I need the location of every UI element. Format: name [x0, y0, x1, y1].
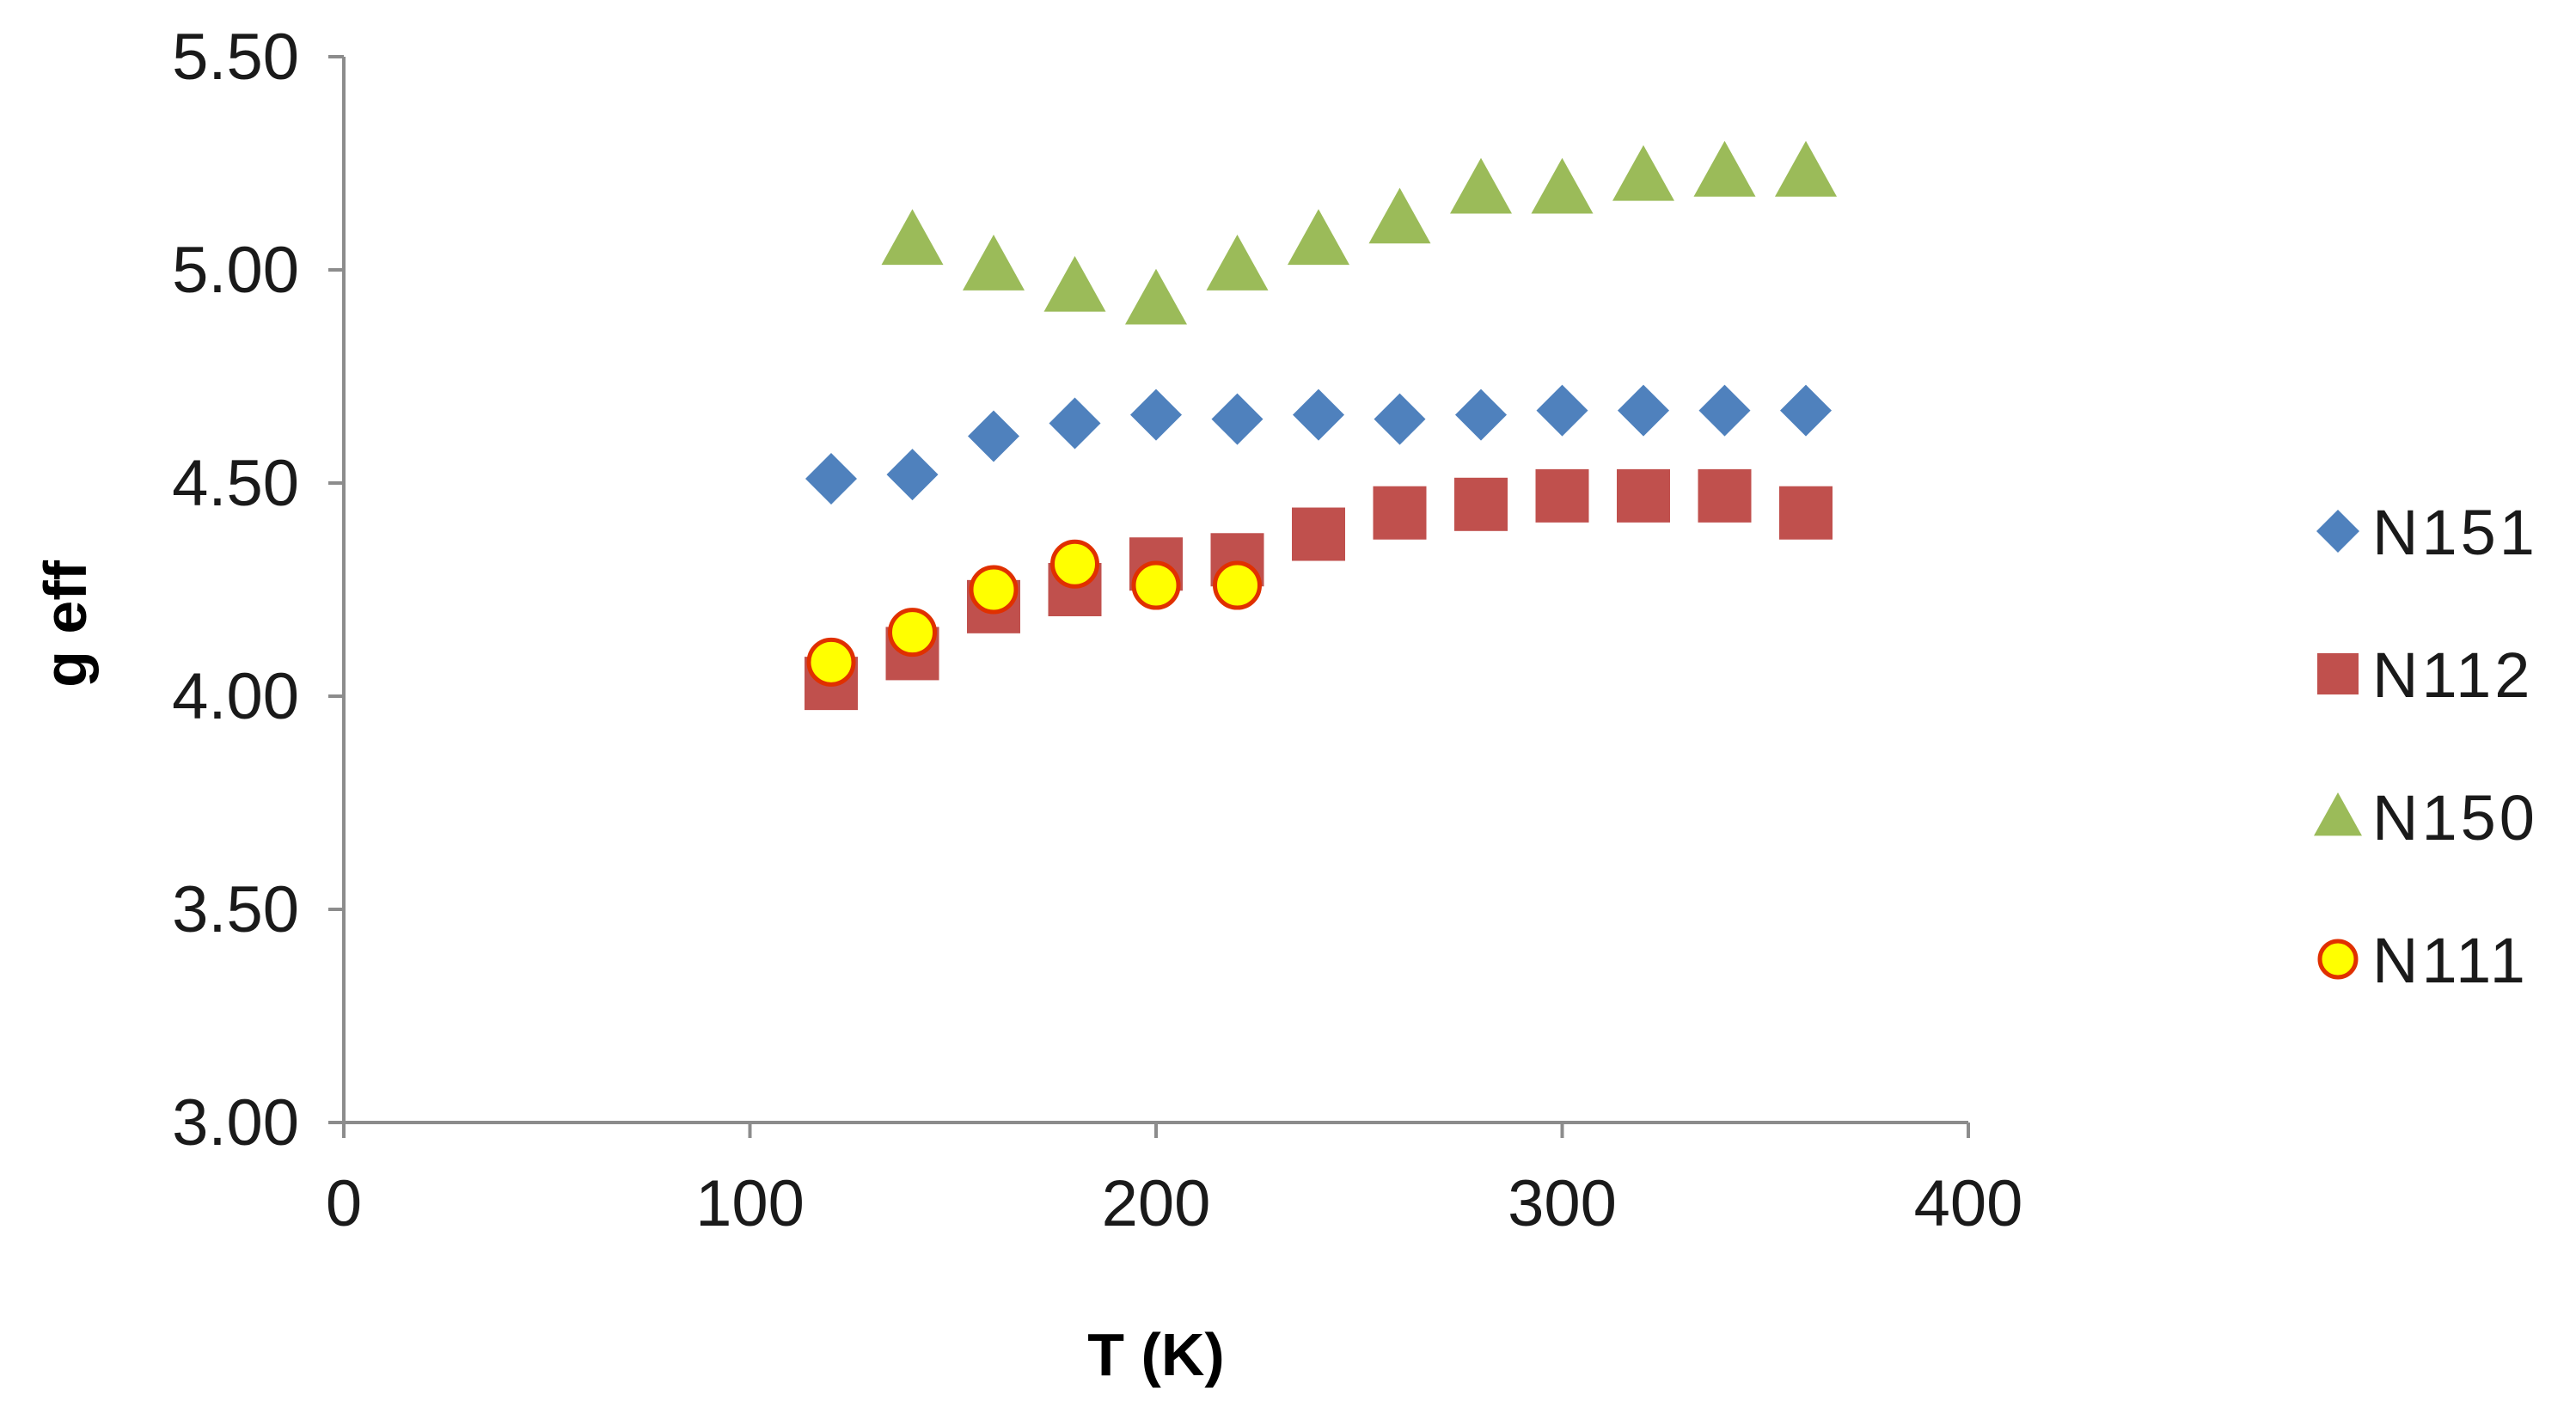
- point-n150: [1206, 235, 1269, 291]
- legend-item-n151: N151: [2316, 497, 2538, 568]
- point-n111: [1213, 560, 1262, 610]
- axes: [328, 55, 1970, 1138]
- legend-item-n150: N150: [2314, 782, 2538, 853]
- legend-label-n111: N111: [2372, 925, 2529, 996]
- point-n150: [1125, 268, 1187, 325]
- x-tick-label: 200: [1102, 1167, 1211, 1240]
- point-n112: [1698, 468, 1752, 523]
- point-n151: [1780, 384, 1832, 437]
- point-n111: [1131, 560, 1181, 610]
- x-tick-label: 0: [326, 1167, 362, 1240]
- y-axis-title: g eff: [32, 560, 99, 687]
- series-n151: [805, 384, 1832, 505]
- point-n151: [1130, 388, 1182, 441]
- point-n150: [1368, 187, 1431, 244]
- point-n150: [1693, 140, 1756, 197]
- point-n151: [1455, 388, 1507, 441]
- point-n150: [1531, 157, 1594, 214]
- y-tick-label: 4.50: [172, 447, 299, 520]
- legend-item-n111: N111: [2317, 925, 2529, 996]
- point-n112: [1454, 477, 1508, 531]
- series-n150: [881, 140, 1837, 325]
- point-n151: [1698, 384, 1751, 437]
- legend-marker-n151: [2316, 510, 2359, 553]
- point-n111: [888, 608, 937, 658]
- legend-label-n150: N150: [2372, 782, 2538, 853]
- point-n112: [1617, 468, 1670, 523]
- point-n151: [805, 453, 857, 505]
- point-n150: [1450, 157, 1512, 214]
- point-n112: [1779, 486, 1833, 540]
- x-tick-label: 100: [695, 1167, 805, 1240]
- x-tick-label: 300: [1508, 1167, 1617, 1240]
- tick-labels: 3.00 3.50 4.00 4.50 5.00 5.50 0 100 200 300 400: [172, 21, 2022, 1240]
- point-n150: [881, 209, 944, 266]
- point-n111: [969, 565, 1019, 615]
- point-n112: [1535, 468, 1589, 523]
- point-n111: [806, 637, 856, 687]
- point-n151: [968, 410, 1019, 462]
- legend-marker-n111: [2317, 939, 2359, 980]
- y-tick-label: 5.00: [172, 234, 299, 307]
- point-n151: [1293, 388, 1344, 441]
- point-n150: [1612, 144, 1674, 201]
- data-points: [805, 140, 1837, 711]
- legend-marker-n150: [2314, 792, 2362, 836]
- x-axis-title: T (K): [1087, 1321, 1224, 1388]
- y-tick-label: 3.50: [172, 873, 299, 946]
- point-n151: [886, 449, 939, 501]
- point-n151: [1211, 393, 1264, 445]
- series-n111: [806, 539, 1262, 687]
- y-tick-label: 3.00: [172, 1086, 299, 1159]
- y-tick-label: 5.50: [172, 21, 299, 94]
- point-n112: [1292, 507, 1345, 561]
- point-n150: [1043, 255, 1106, 312]
- point-n111: [1050, 539, 1099, 589]
- x-tick-label: 400: [1914, 1167, 2023, 1240]
- point-n150: [1775, 140, 1837, 197]
- point-n112: [1373, 486, 1427, 540]
- legend-label-n151: N151: [2372, 497, 2538, 568]
- point-n151: [1618, 384, 1669, 437]
- legend: N151 N112 N150 N111: [2314, 497, 2538, 996]
- point-n151: [1536, 384, 1588, 437]
- point-n150: [1288, 209, 1349, 266]
- legend-marker-n112: [2317, 653, 2359, 694]
- legend-label-n112: N112: [2372, 639, 2533, 711]
- point-n151: [1374, 393, 1426, 445]
- legend-item-n112: N112: [2317, 639, 2533, 711]
- point-n150: [963, 235, 1025, 291]
- series-n112: [805, 468, 1833, 711]
- y-tick-label: 4.00: [172, 660, 299, 733]
- point-n151: [1049, 397, 1101, 450]
